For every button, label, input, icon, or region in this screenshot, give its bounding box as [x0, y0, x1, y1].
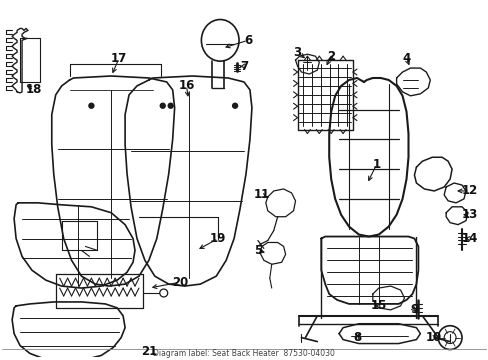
Text: 21: 21 — [141, 345, 157, 358]
Text: 15: 15 — [370, 300, 386, 312]
Text: 5: 5 — [253, 244, 262, 257]
Text: 19: 19 — [210, 232, 226, 245]
Circle shape — [168, 103, 173, 108]
Text: 14: 14 — [461, 232, 477, 245]
Text: 11: 11 — [253, 188, 269, 201]
Text: 16: 16 — [178, 80, 194, 93]
Circle shape — [89, 103, 94, 108]
Text: 12: 12 — [461, 184, 477, 197]
Circle shape — [160, 103, 165, 108]
Text: 2: 2 — [326, 50, 335, 63]
Text: 13: 13 — [461, 208, 477, 221]
Text: 4: 4 — [402, 52, 410, 65]
Text: 6: 6 — [244, 34, 252, 47]
Text: 3: 3 — [293, 46, 301, 59]
Text: 7: 7 — [240, 60, 247, 73]
Text: 18: 18 — [26, 84, 42, 96]
Text: 8: 8 — [352, 331, 360, 344]
Circle shape — [232, 103, 237, 108]
Text: 17: 17 — [111, 52, 127, 65]
Text: 10: 10 — [425, 331, 442, 344]
Text: 1: 1 — [372, 158, 380, 171]
Text: 9: 9 — [409, 303, 418, 316]
Text: Diagram label: Seat Back Heater  87530-04030: Diagram label: Seat Back Heater 87530-04… — [153, 349, 334, 358]
Text: 20: 20 — [172, 276, 188, 289]
